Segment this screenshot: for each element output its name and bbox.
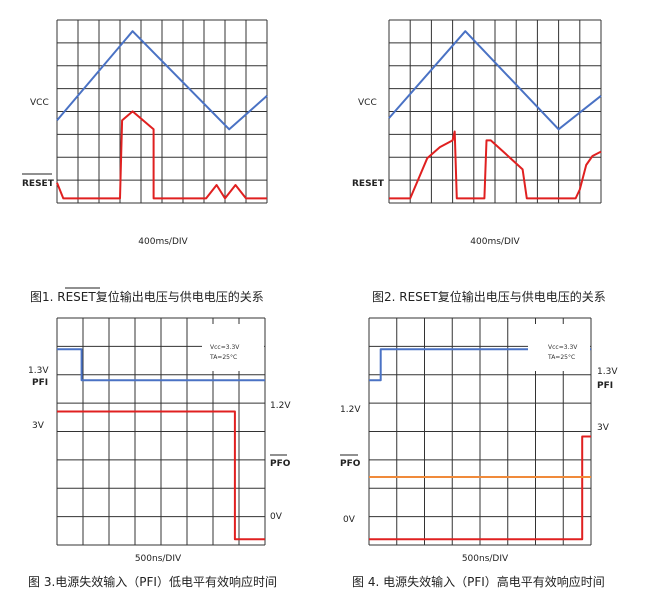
chart-4-pfo-label: PFO <box>340 459 361 469</box>
chart-3-pfi-label: PFI <box>32 378 48 388</box>
chart-4-x-label: 500ns/DIV <box>462 554 509 564</box>
chart-4-pfo-low-label: 0V <box>343 515 356 525</box>
chart-4: Vcc=3.3V TA=25°C 1.3V PFI 1.2V 3V PFO 0V… <box>340 317 618 589</box>
chart-3-pfi-low-label: 1.2V <box>270 401 291 411</box>
chart-2-x-label: 400ms/DIV <box>470 237 520 247</box>
chart-3-pfo-low-label: 0V <box>270 512 283 522</box>
chart-3-x-label: 500ns/DIV <box>135 554 182 564</box>
chart-1-grid <box>56 19 268 204</box>
chart-3-legend-vcc: Vcc=3.3V <box>210 344 240 351</box>
chart-3-legend-temp: TA=25°C <box>209 354 237 361</box>
pfo-waveform <box>369 435 591 541</box>
chart-3: Vcc=3.3V TA=25°C 1.3V PFI 1.2V 3V PFO 0V… <box>28 317 291 589</box>
chart-4-caption: 图 4. 电源失效输入（PFI）高电平有效响应时间 <box>352 574 605 589</box>
chart-4-pfi-low-label: 1.2V <box>340 405 361 415</box>
chart-1-x-label: 400ms/DIV <box>138 237 188 247</box>
chart-3-pfo-label: PFO <box>270 459 291 469</box>
pfi-waveform <box>57 348 265 382</box>
chart-3-pfi-high-label: 1.3V <box>28 366 49 376</box>
chart-1: VCC RESET 400ms/DIV 图1. RESET复位输出电压与供电电压… <box>22 19 268 304</box>
chart-4-waveforms <box>369 348 591 541</box>
chart-3-waveforms <box>57 348 265 541</box>
chart-3-legend-box <box>202 324 264 371</box>
reset-waveform <box>56 110 267 200</box>
chart-2: VCC RESET 400ms/DIV 图2. RESET复位输出电压与供电电压… <box>352 19 606 304</box>
chart-3-grid <box>56 317 266 546</box>
chart-4-legend-vcc: Vcc=3.3V <box>548 344 578 351</box>
chart-2-vcc-label: VCC <box>358 98 377 108</box>
pfi-waveform <box>369 348 591 382</box>
chart-1-waveforms <box>56 30 268 200</box>
chart-4-legend-box <box>528 324 590 371</box>
chart-4-pfi-label: PFI <box>597 381 613 391</box>
chart-1-caption: 图1. RESET复位输出电压与供电电压的关系 <box>30 289 264 304</box>
chart-1-vcc-label: VCC <box>30 98 49 108</box>
chart-2-grid <box>388 19 602 204</box>
pfo-waveform <box>57 410 265 541</box>
chart-1-reset-label: RESET <box>22 179 55 189</box>
chart-3-pfo-high-label: 3V <box>32 421 45 431</box>
chart-2-reset-label: RESET <box>352 179 385 189</box>
chart-4-pfo-high-label: 3V <box>597 423 610 433</box>
chart-3-caption: 图 3.电源失效输入（PFI）低电平有效响应时间 <box>28 574 277 589</box>
chart-2-waveforms <box>388 30 602 200</box>
chart-4-grid <box>368 317 592 546</box>
chart-4-legend-temp: TA=25°C <box>547 354 575 361</box>
chart-4-pfi-high-label: 1.3V <box>597 367 618 377</box>
vcc-waveform <box>56 30 268 131</box>
reset-waveform <box>389 130 602 200</box>
vcc-waveform <box>388 30 602 131</box>
chart-2-caption: 图2. RESET复位输出电压与供电电压的关系 <box>372 289 606 304</box>
